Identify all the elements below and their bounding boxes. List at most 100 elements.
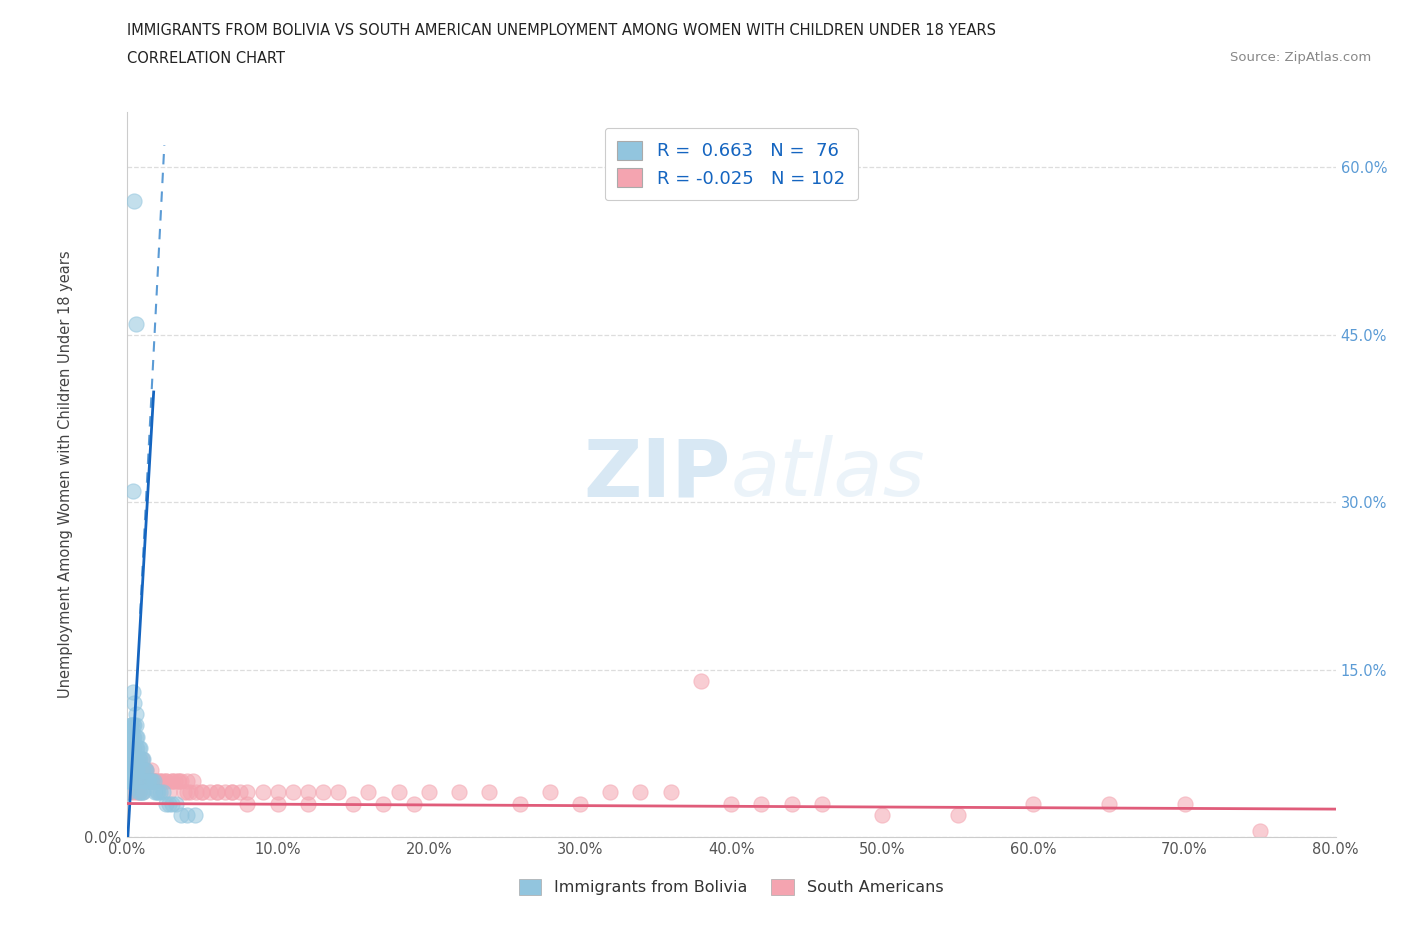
Point — [131, 751, 153, 766]
Point — [122, 740, 145, 755]
Point — [122, 774, 145, 789]
Point — [121, 774, 143, 789]
Point — [326, 785, 350, 800]
Point — [659, 785, 682, 800]
Point — [121, 740, 143, 755]
Point — [135, 763, 157, 777]
Point — [122, 740, 145, 755]
Point — [478, 785, 501, 800]
Point — [267, 796, 290, 811]
Point — [128, 740, 150, 755]
Point — [236, 785, 259, 800]
Point — [132, 763, 155, 777]
Point — [143, 785, 166, 800]
Point — [131, 763, 153, 777]
Point — [127, 751, 149, 766]
Point — [122, 751, 145, 766]
Text: Source: ZipAtlas.com: Source: ZipAtlas.com — [1230, 51, 1371, 64]
Point — [142, 774, 165, 789]
Point — [229, 785, 252, 800]
Point — [124, 707, 146, 722]
Point — [129, 763, 152, 777]
Point — [128, 763, 150, 777]
Point — [118, 763, 141, 777]
Point — [165, 796, 187, 811]
Point — [388, 785, 411, 800]
Point — [143, 774, 166, 789]
Point — [176, 785, 198, 800]
Point — [117, 751, 139, 766]
Point — [134, 774, 156, 789]
Point — [252, 785, 274, 800]
Point — [155, 774, 177, 789]
Point — [121, 729, 143, 744]
Legend: Immigrants from Bolivia, South Americans: Immigrants from Bolivia, South Americans — [513, 872, 949, 901]
Point — [120, 785, 142, 800]
Point — [117, 763, 139, 777]
Point — [122, 751, 145, 766]
Point — [117, 785, 139, 800]
Point — [176, 774, 198, 789]
Point — [148, 785, 170, 800]
Point — [122, 785, 145, 800]
Point — [136, 774, 159, 789]
Point — [122, 763, 145, 777]
Point — [131, 751, 153, 766]
Point — [169, 774, 191, 789]
Point — [122, 696, 145, 711]
Point — [120, 740, 142, 755]
Point — [121, 684, 143, 699]
Point — [120, 763, 142, 777]
Point — [155, 796, 177, 811]
Point — [221, 785, 243, 800]
Point — [191, 785, 214, 800]
Point — [118, 751, 141, 766]
Point — [121, 751, 143, 766]
Point — [118, 774, 141, 789]
Point — [149, 774, 172, 789]
Point — [128, 751, 150, 766]
Point — [129, 740, 152, 755]
Point — [152, 774, 174, 789]
Text: atlas: atlas — [731, 435, 927, 513]
Point — [176, 807, 198, 822]
Point — [117, 740, 139, 755]
Point — [127, 774, 149, 789]
Point — [214, 785, 236, 800]
Point — [170, 807, 193, 822]
Point — [780, 796, 803, 811]
Point — [221, 785, 243, 800]
Point — [141, 774, 163, 789]
Point — [146, 774, 169, 789]
Point — [170, 774, 193, 789]
Point — [191, 785, 214, 800]
Point — [132, 763, 155, 777]
Point — [132, 751, 155, 766]
Point — [124, 763, 146, 777]
Point — [121, 774, 143, 789]
Point — [447, 785, 470, 800]
Point — [129, 763, 152, 777]
Point — [124, 316, 146, 331]
Point — [120, 751, 142, 766]
Point — [132, 785, 155, 800]
Text: CORRELATION CHART: CORRELATION CHART — [127, 51, 284, 66]
Point — [121, 718, 143, 733]
Point — [1098, 796, 1121, 811]
Point — [124, 718, 146, 733]
Point — [124, 763, 146, 777]
Text: ZIP: ZIP — [583, 435, 731, 513]
Y-axis label: Unemployment Among Women with Children Under 18 years: Unemployment Among Women with Children U… — [58, 250, 73, 698]
Point — [1173, 796, 1195, 811]
Point — [124, 774, 146, 789]
Point — [138, 774, 160, 789]
Point — [167, 774, 190, 789]
Point — [117, 785, 139, 800]
Point — [120, 751, 142, 766]
Point — [236, 796, 259, 811]
Point — [297, 785, 319, 800]
Point — [127, 751, 149, 766]
Point — [122, 729, 145, 744]
Point — [157, 785, 180, 800]
Point — [205, 785, 228, 800]
